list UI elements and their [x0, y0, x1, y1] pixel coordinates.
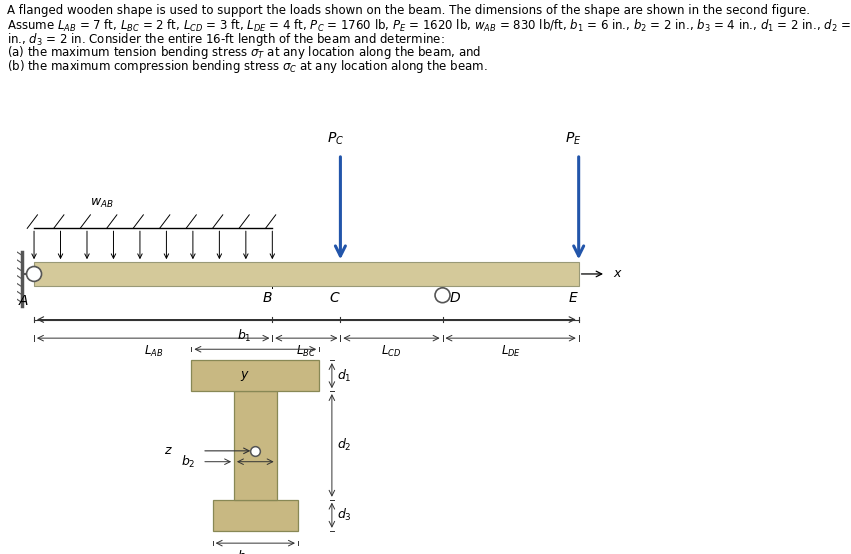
Bar — [191, 360, 319, 391]
Text: Assume $L_{AB}$ = 7 ft, $L_{BC}$ = 2 ft, $L_{CD}$ = 3 ft, $L_{DE}$ = 4 ft, $P_C$: Assume $L_{AB}$ = 7 ft, $L_{BC}$ = 2 ft,… — [7, 18, 851, 34]
Text: $z$: $z$ — [163, 444, 172, 458]
Text: A flanged wooden shape is used to support the loads shown on the beam. The dimen: A flanged wooden shape is used to suppor… — [7, 4, 810, 17]
Text: $w_{AB}$: $w_{AB}$ — [90, 197, 114, 210]
Text: $D$: $D$ — [449, 291, 461, 305]
Text: $x$: $x$ — [613, 268, 623, 280]
Text: $L_{BC}$: $L_{BC}$ — [296, 344, 317, 360]
Text: $b_3$: $b_3$ — [237, 548, 252, 554]
Text: $P_C$: $P_C$ — [327, 131, 344, 147]
Text: $L_{CD}$: $L_{CD}$ — [381, 344, 402, 360]
Text: $L_{DE}$: $L_{DE}$ — [500, 344, 521, 360]
Text: (a) the maximum tension bending stress $\sigma_T$ at any location along the beam: (a) the maximum tension bending stress $… — [7, 44, 481, 61]
Text: $E$: $E$ — [568, 291, 579, 305]
Text: $b_2$: $b_2$ — [181, 454, 196, 470]
Text: $b_1$: $b_1$ — [237, 328, 252, 344]
Text: in., $d_3$ = 2 in. Consider the entire 16-ft length of the beam and determine:: in., $d_3$ = 2 in. Consider the entire 1… — [7, 31, 444, 48]
Bar — [234, 391, 277, 500]
Text: $A$: $A$ — [18, 294, 30, 308]
Text: $d_3$: $d_3$ — [337, 507, 352, 524]
Bar — [34, 262, 579, 286]
Text: $d_2$: $d_2$ — [337, 437, 351, 454]
Text: (b) the maximum compression bending stress $\sigma_C$ at any location along the : (b) the maximum compression bending stre… — [7, 58, 488, 75]
Text: $P_E$: $P_E$ — [565, 131, 582, 147]
Text: $y$: $y$ — [240, 368, 249, 383]
Bar — [213, 500, 298, 531]
Circle shape — [26, 266, 42, 281]
Text: $L_{AB}$: $L_{AB}$ — [144, 344, 163, 360]
Text: $C$: $C$ — [329, 291, 341, 305]
Text: $B$: $B$ — [262, 291, 272, 305]
Circle shape — [435, 288, 450, 302]
Text: $d_1$: $d_1$ — [337, 367, 351, 384]
